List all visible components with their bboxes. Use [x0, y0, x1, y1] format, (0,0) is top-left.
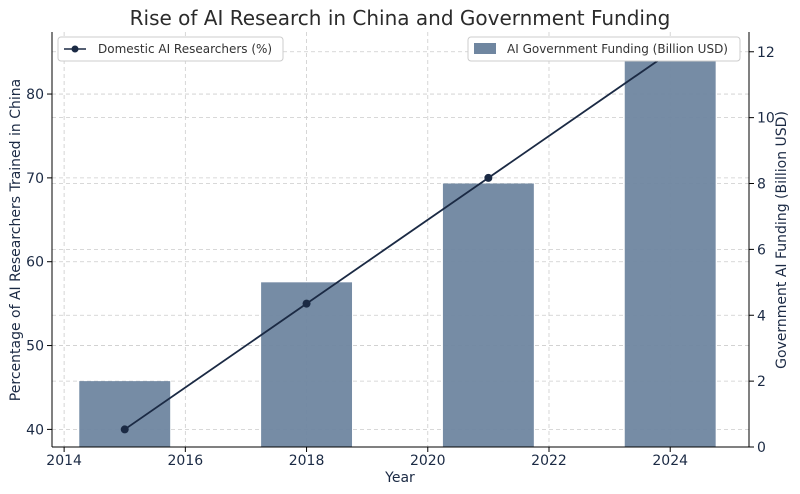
y-axis-right-label: Government AI Funding (Billion USD) — [774, 111, 790, 369]
y-axis-left-label: Percentage of AI Researchers Trained in … — [8, 79, 24, 401]
researchers-point — [302, 299, 311, 308]
y-left-tick-label: 80 — [26, 87, 44, 103]
axes — [47, 32, 754, 452]
chart-title: Rise of AI Research in China and Governm… — [130, 6, 671, 30]
y-right-tick-label: 10 — [757, 111, 775, 127]
x-tick-label: 2016 — [168, 453, 204, 469]
x-tick-label: 2018 — [289, 453, 325, 469]
researchers-point — [120, 425, 129, 434]
legend-line-label: Domestic AI Researchers (%) — [98, 42, 272, 56]
x-tick-label: 2022 — [531, 453, 567, 469]
x-tick-label: 2014 — [46, 453, 82, 469]
funding-bar — [442, 183, 534, 447]
x-tick-label: 2020 — [410, 453, 446, 469]
y-left-tick-label: 40 — [26, 422, 44, 438]
y-right-tick-label: 0 — [757, 440, 766, 456]
x-axis-label: Year — [384, 470, 415, 486]
y-right-tick-label: 2 — [757, 374, 766, 390]
legend-bar: AI Government Funding (Billion USD) — [467, 36, 741, 62]
researchers-line — [124, 51, 671, 431]
legend-line-marker — [71, 45, 79, 53]
y-right-tick-label: 4 — [757, 308, 766, 324]
y-right-tick-label: 12 — [757, 45, 775, 61]
legend-bar-label: AI Government Funding (Billion USD) — [507, 42, 728, 56]
legend-bar-swatch — [474, 43, 496, 54]
researchers-point — [484, 173, 493, 182]
y-right-tick-label: 8 — [757, 177, 766, 193]
y-left-tick-label: 60 — [26, 255, 44, 271]
y-left-tick-label: 50 — [26, 339, 44, 355]
y-right-tick-label: 6 — [757, 242, 766, 258]
tick-labels: 2014 2016 2018 2020 2022 2024 40 50 60 70 80 0 2 4 6 8 1… — [26, 45, 775, 469]
x-tick-label: 2024 — [652, 453, 688, 469]
y-left-tick-label: 70 — [26, 171, 44, 187]
funding-bar — [261, 282, 353, 447]
funding-bar — [624, 51, 716, 448]
legend-line: Domestic AI Researchers (%) — [57, 36, 284, 62]
bar-series — [79, 51, 716, 448]
funding-bar — [79, 381, 171, 447]
line-series — [120, 48, 675, 434]
